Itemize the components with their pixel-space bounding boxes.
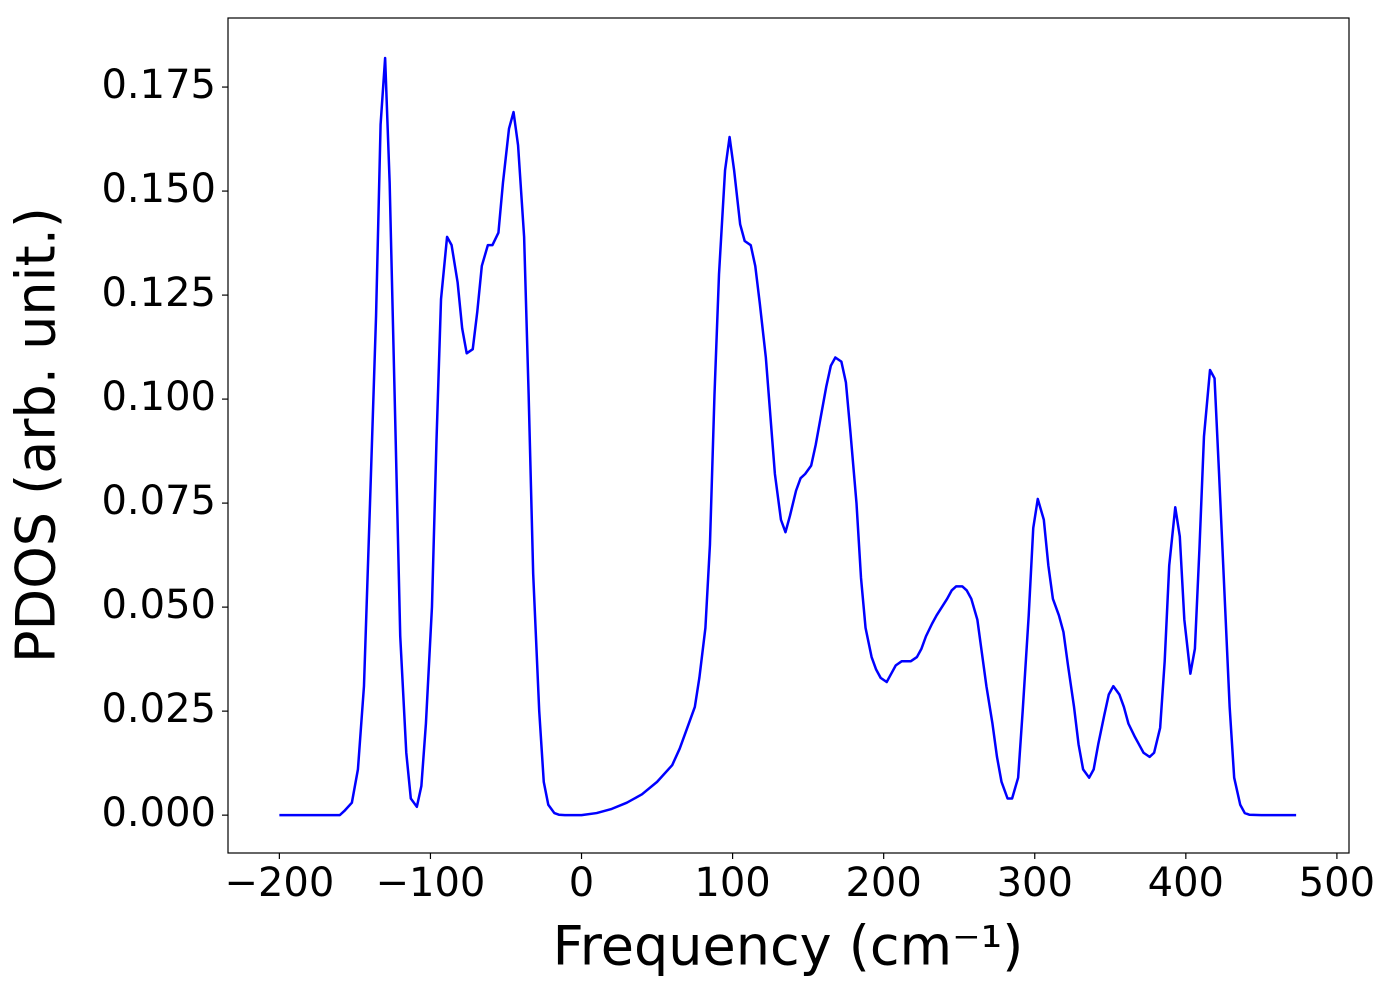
y-tick-label: 0.000 xyxy=(101,790,216,836)
y-tick-label: 0.075 xyxy=(101,478,216,524)
data-line xyxy=(279,56,1297,817)
x-tick-label: −100 xyxy=(376,860,486,906)
x-tick-label: 300 xyxy=(997,860,1073,906)
y-tick-label: 0.025 xyxy=(101,686,216,732)
x-tick-label: 500 xyxy=(1299,860,1375,906)
x-axis-label: Frequency (cm⁻¹) xyxy=(553,915,1024,978)
y-axis-label: PDOS (arb. unit.) xyxy=(5,207,68,663)
plot-frame xyxy=(227,17,1350,854)
y-tick-label: 0.100 xyxy=(101,374,216,420)
y-tick-label: 0.150 xyxy=(101,166,216,212)
y-tick-label: 0.175 xyxy=(101,62,216,108)
y-tick-label: 0.050 xyxy=(101,582,216,628)
x-tick-label: 0 xyxy=(569,860,594,906)
x-tick-label: −200 xyxy=(224,860,334,906)
y-tick-label: 0.125 xyxy=(101,270,216,316)
x-tick-label: 200 xyxy=(845,860,921,906)
x-tick-label: 100 xyxy=(694,860,770,906)
x-tick-label: 400 xyxy=(1148,860,1224,906)
